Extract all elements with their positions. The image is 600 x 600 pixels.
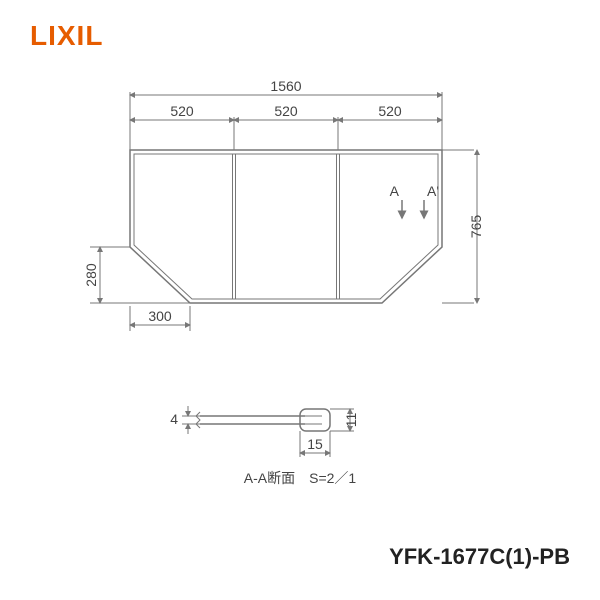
technical-drawing: 1560 520 520 520 765 280 300 A A' 4 11 15 A-A断面 S=2／… [0,0,600,600]
svg-text:280: 280 [83,263,99,287]
svg-text:1560: 1560 [270,78,301,94]
svg-text:11: 11 [343,413,359,428]
svg-text:765: 765 [468,215,484,239]
svg-text:300: 300 [148,308,172,324]
svg-text:520: 520 [170,103,194,119]
svg-text:A: A [390,183,400,199]
svg-text:A': A' [427,183,439,199]
svg-text:A-A断面 S=2／1: A-A断面 S=2／1 [244,470,357,486]
svg-text:4: 4 [170,411,178,427]
svg-text:15: 15 [307,436,323,452]
svg-text:520: 520 [378,103,402,119]
svg-text:520: 520 [274,103,298,119]
